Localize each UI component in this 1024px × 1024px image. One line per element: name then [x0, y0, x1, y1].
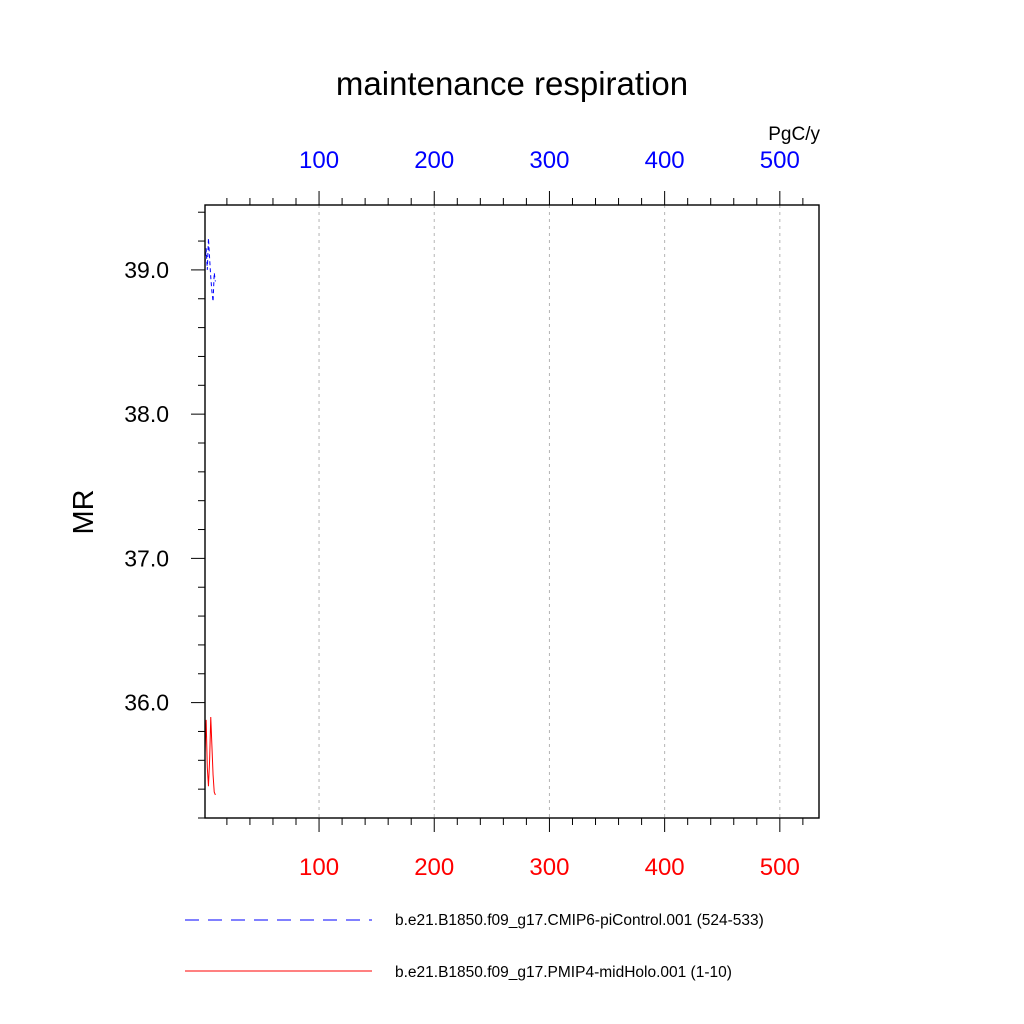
grid	[318, 205, 781, 818]
legend-label-pi-control: b.e21.B1850.f09_g17.CMIP6-piControl.001 …	[395, 912, 764, 929]
top-x-tick-label: 100	[299, 147, 339, 174]
top-x-tick-label: 400	[645, 147, 685, 174]
top-x-tick-label: 200	[414, 147, 454, 174]
plot-frame	[204, 204, 820, 819]
bottom-x-tick-label: 100	[299, 854, 339, 881]
units-label: PgC/y	[768, 124, 820, 145]
y-axis-label: MR	[68, 489, 100, 534]
bottom-x-tick-label: 200	[414, 854, 454, 881]
tick-labels: 100 200 300 400 500 100 200 300 400 500 36.0 37.0 38…	[124, 147, 800, 881]
legend: b.e21.B1850.f09_g17.CMIP6-piControl.001 …	[185, 912, 764, 981]
series-layer	[204, 238, 216, 796]
bottom-x-tick-label: 300	[529, 854, 569, 881]
ticks	[191, 191, 804, 832]
top-x-tick-label: 300	[529, 147, 569, 174]
chart-title: maintenance respiration	[336, 65, 688, 102]
bottom-x-tick-label: 400	[645, 854, 685, 881]
bottom-x-tick-label: 500	[760, 854, 800, 881]
series-line-0	[204, 238, 216, 302]
y-tick-label: 38.0	[124, 401, 169, 427]
top-x-tick-label: 500	[760, 147, 800, 174]
series-line-1	[204, 717, 216, 796]
y-tick-label: 37.0	[124, 545, 169, 571]
y-tick-label: 39.0	[124, 257, 169, 283]
legend-label-mid-holo: b.e21.B1850.f09_g17.PMIP4-midHolo.001 (1…	[395, 964, 732, 981]
y-tick-label: 36.0	[124, 690, 169, 716]
